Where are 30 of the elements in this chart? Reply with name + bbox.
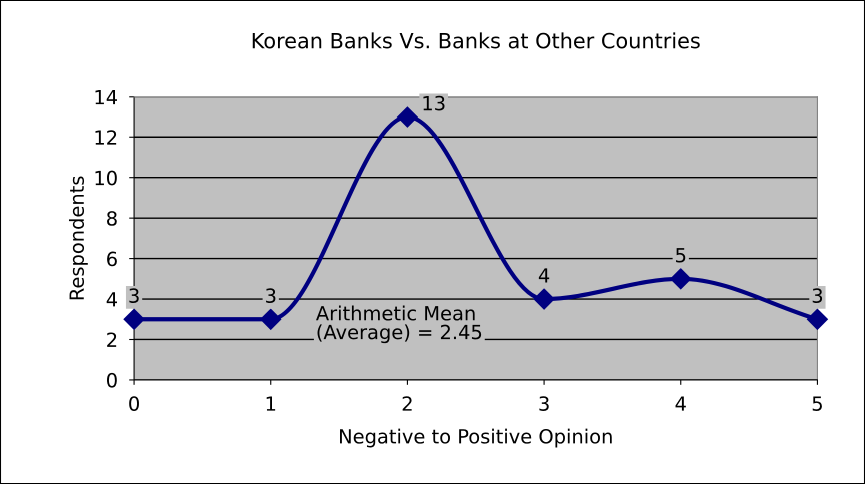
data-label: 3 bbox=[812, 288, 822, 303]
point bbox=[124, 308, 145, 330]
data-label: 4 bbox=[538, 268, 550, 282]
y-tick-label: 0 bbox=[107, 372, 117, 388]
point bbox=[534, 288, 555, 310]
y-tick-label: 8 bbox=[107, 211, 117, 226]
chart-title: Korean Banks Vs. Banks at Other Countries bbox=[252, 32, 700, 48]
data-label: 5 bbox=[676, 248, 686, 263]
x-tick-label: 2 bbox=[402, 396, 412, 411]
y-tick-label: 14 bbox=[95, 90, 118, 104]
data-label: 3 bbox=[266, 288, 276, 303]
y-tick-label: 6 bbox=[107, 252, 117, 266]
data-label: 13 bbox=[423, 96, 444, 110]
point bbox=[806, 308, 828, 330]
y-tick-label: 12 bbox=[95, 130, 116, 145]
point bbox=[396, 106, 418, 128]
y-tick-label: 4 bbox=[106, 292, 118, 306]
annotation: Arithmetic Mean (Average) = 2.45 bbox=[316, 306, 482, 344]
x-tick-label: 4 bbox=[676, 396, 686, 411]
point bbox=[260, 308, 282, 330]
x-axis-title: Negative to Positive Opinion bbox=[340, 428, 612, 448]
y-tick-label: 2 bbox=[107, 332, 116, 347]
x-tick-label: 3 bbox=[539, 396, 549, 411]
point bbox=[670, 268, 692, 290]
x-tick-label: 5 bbox=[812, 396, 822, 411]
data-label: 3 bbox=[129, 288, 139, 303]
x-tick-label: 1 bbox=[266, 396, 276, 411]
y-tick-label: 10 bbox=[95, 170, 117, 186]
y-axis-title: Respondents bbox=[68, 176, 88, 300]
x-tick-label: 0 bbox=[129, 396, 139, 411]
